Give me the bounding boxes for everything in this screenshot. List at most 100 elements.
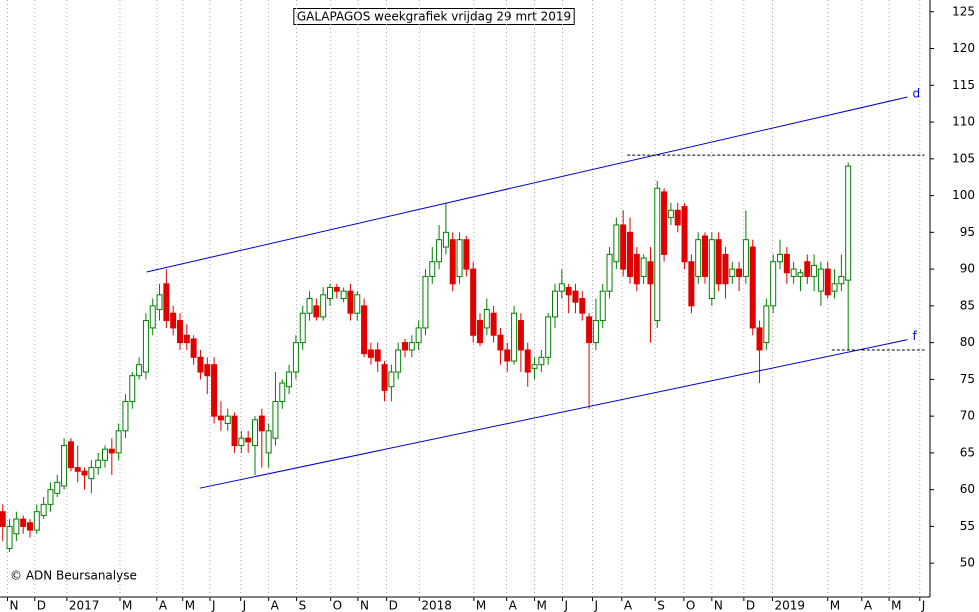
y-tick-label: 55 xyxy=(960,519,975,533)
candle-body xyxy=(708,239,715,299)
x-tick-label: J xyxy=(211,599,216,612)
x-tick-label: S xyxy=(657,599,665,612)
candle-body xyxy=(777,253,783,263)
y-tick-label: 65 xyxy=(960,445,975,459)
candle-body xyxy=(497,334,504,351)
y-tick-label: 60 xyxy=(960,482,975,496)
candle-body xyxy=(477,320,483,344)
title-box xyxy=(293,8,575,25)
candle-body xyxy=(292,342,299,373)
candle-body xyxy=(177,320,183,344)
candle-body xyxy=(20,518,27,527)
candle-body xyxy=(804,261,811,277)
x-tick-label: N xyxy=(714,599,723,612)
candle-body xyxy=(613,224,620,263)
candle-body xyxy=(54,481,61,494)
candle-body xyxy=(67,441,74,469)
candle-body xyxy=(572,290,579,303)
candle-body xyxy=(654,187,661,322)
x-tick-label: N xyxy=(10,599,19,612)
x-tick-label: 2017 xyxy=(69,599,100,612)
candle-body xyxy=(742,239,749,277)
candle-body xyxy=(606,253,613,292)
candle-body xyxy=(40,503,47,516)
x-tick-label: M xyxy=(537,599,547,612)
candle-body xyxy=(258,415,265,432)
candle-body xyxy=(415,327,422,344)
x-tick-label: S xyxy=(299,599,307,612)
x-tick-label: A xyxy=(509,599,518,612)
candle-body xyxy=(224,415,231,424)
candle-body xyxy=(674,209,681,226)
x-tick-label: J xyxy=(242,599,247,612)
candle-body xyxy=(790,268,797,277)
candle-body xyxy=(449,239,456,285)
candle-body xyxy=(470,268,477,336)
candle-body xyxy=(279,382,286,402)
candle-body xyxy=(13,518,20,535)
candle-body xyxy=(170,312,177,329)
candle-body xyxy=(770,261,777,307)
x-tick-label: M xyxy=(185,599,195,612)
y-tick-label: 125 xyxy=(952,4,975,18)
candle-body xyxy=(204,364,211,377)
x-tick-label: D xyxy=(37,599,46,612)
candle-body xyxy=(238,437,245,447)
candle-body xyxy=(163,283,170,322)
x-tick-label: 2019 xyxy=(775,599,806,612)
candle-body xyxy=(633,253,640,285)
candle-body xyxy=(565,286,572,296)
candle-body xyxy=(436,239,443,263)
candle-body xyxy=(0,511,6,527)
x-tick-label: O xyxy=(333,599,342,612)
candle-body xyxy=(838,275,845,285)
y-tick-label: 120 xyxy=(952,41,975,55)
candle-body xyxy=(333,286,340,292)
candle-body xyxy=(661,191,668,255)
candle-body xyxy=(831,283,838,292)
candle-body xyxy=(136,364,143,377)
candle-body xyxy=(340,290,347,300)
y-tick-label: 50 xyxy=(960,556,975,570)
candle-body xyxy=(286,371,293,388)
candle-body xyxy=(190,338,197,358)
y-tick-label: 105 xyxy=(952,151,975,165)
candle-body xyxy=(61,445,68,487)
chart-title: GALAPAGOS weekgrafiek vrijdag 29 mrt 201… xyxy=(297,10,571,24)
candle-body xyxy=(327,286,333,300)
y-tick-label: 95 xyxy=(960,225,975,239)
candle-body xyxy=(231,415,238,447)
x-tick-label: O xyxy=(686,599,695,612)
y-tick-label: 90 xyxy=(960,262,975,276)
candle-body xyxy=(817,268,824,292)
candle-body xyxy=(695,239,702,277)
x-tick-label: M xyxy=(476,599,486,612)
x-tick-label: N xyxy=(360,599,369,612)
candle-body xyxy=(715,239,722,285)
candle-body xyxy=(129,375,136,402)
x-tick-label: J xyxy=(564,599,569,612)
candle-body xyxy=(620,224,627,270)
candle-body xyxy=(647,261,654,285)
trendline xyxy=(199,339,908,489)
candle-body xyxy=(517,320,524,351)
candle-body xyxy=(313,305,320,318)
candle-body xyxy=(108,448,115,454)
candle-body xyxy=(463,239,470,270)
x-tick-label: A xyxy=(159,599,168,612)
candle-body xyxy=(429,261,436,277)
candle-body xyxy=(183,334,190,344)
candle-body xyxy=(783,253,790,274)
candle-body xyxy=(265,430,272,454)
candle-body xyxy=(640,257,647,277)
candle-body xyxy=(142,320,149,373)
trendline-label: f xyxy=(913,329,918,343)
candle-body xyxy=(483,309,490,329)
candle-body xyxy=(252,419,258,447)
trendline-label: d xyxy=(913,87,921,101)
x-tick-label: M xyxy=(891,599,901,612)
x-tick-label: M xyxy=(122,599,132,612)
candle-body xyxy=(374,349,381,362)
candle-body xyxy=(422,275,429,329)
y-tick-label: 115 xyxy=(952,78,975,92)
